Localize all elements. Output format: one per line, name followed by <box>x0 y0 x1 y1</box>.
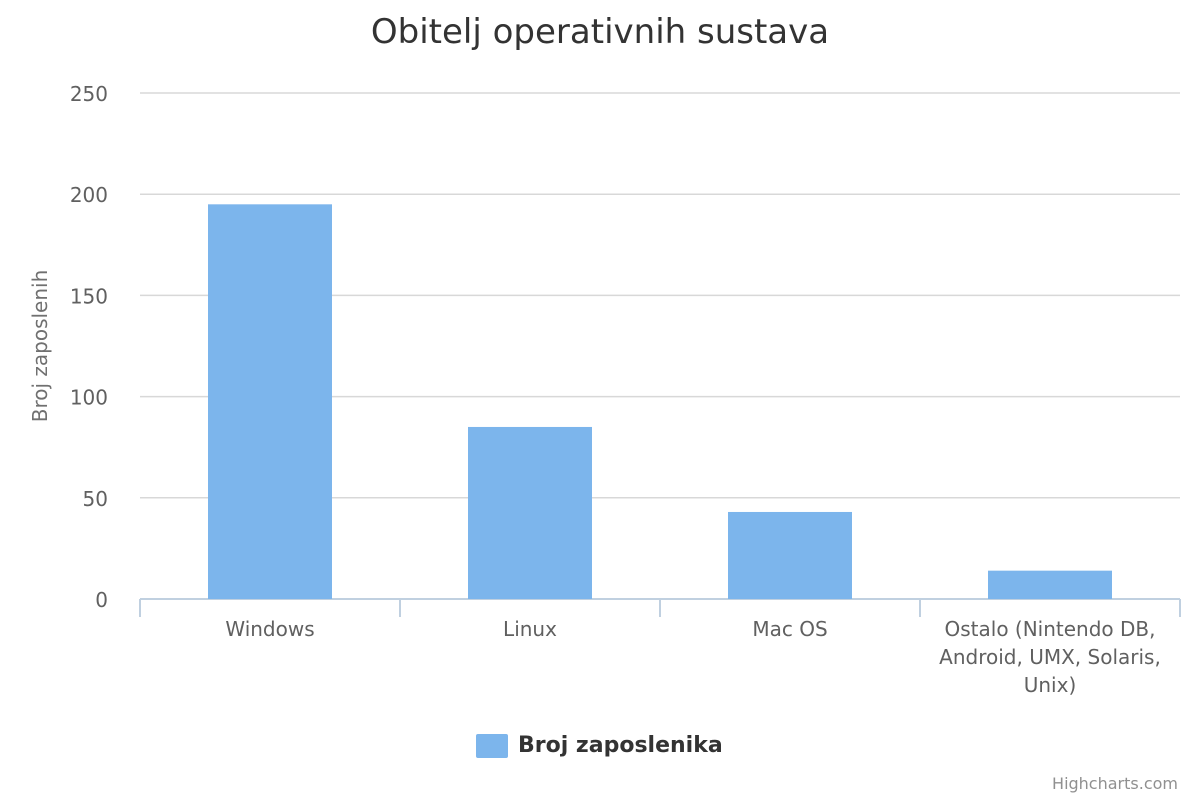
legend-label: Broj zaposlenika <box>518 733 723 758</box>
y-tick-label: 250 <box>70 82 108 106</box>
legend-swatch <box>476 733 508 758</box>
credits-link[interactable]: Highcharts.com <box>1052 774 1178 793</box>
y-tick-label: 100 <box>70 386 108 410</box>
y-tick-label: 200 <box>70 183 108 207</box>
x-category-label: Windows <box>225 617 314 641</box>
x-category-label: Android, UMX, Solaris, <box>939 645 1161 669</box>
chart-title: Obitelj operativnih sustava <box>370 12 830 52</box>
x-category-label: Ostalo (Nintendo DB, <box>945 617 1156 641</box>
bar[interactable] <box>728 511 852 599</box>
x-category-label: Linux <box>503 617 557 641</box>
y-tick-label: 150 <box>70 284 108 308</box>
legend-item[interactable]: Broj zaposlenika <box>476 733 723 758</box>
x-category-label: Unix) <box>1024 673 1077 697</box>
x-category-label: Mac OS <box>752 617 827 641</box>
y-tick-label: 0 <box>95 588 108 612</box>
y-axis-title: Broj zaposlenih <box>28 270 52 423</box>
bar[interactable] <box>988 570 1112 599</box>
bar[interactable] <box>208 204 332 599</box>
y-tick-label: 50 <box>83 487 108 511</box>
bar[interactable] <box>468 426 592 599</box>
